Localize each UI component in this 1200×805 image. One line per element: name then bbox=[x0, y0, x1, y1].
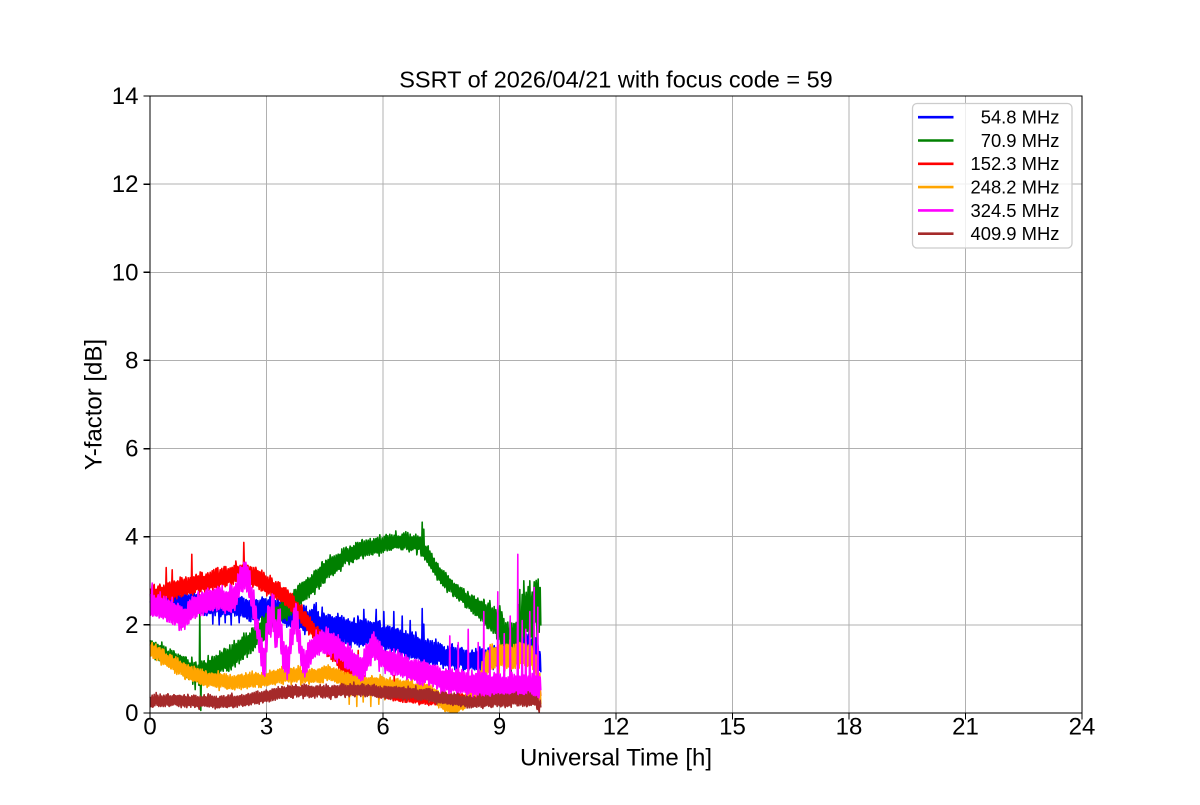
svg-text:Universal Time [h]: Universal Time [h] bbox=[520, 744, 712, 771]
svg-text:8: 8 bbox=[125, 347, 138, 374]
svg-text:4: 4 bbox=[125, 524, 138, 551]
svg-text:2: 2 bbox=[125, 612, 138, 639]
svg-text:6: 6 bbox=[125, 436, 138, 463]
svg-text:248.2 MHz: 248.2 MHz bbox=[971, 177, 1060, 198]
svg-text:SSRT of 2026/04/21 with focus: SSRT of 2026/04/21 with focus code = 59 bbox=[399, 67, 833, 93]
svg-text:70.9 MHz: 70.9 MHz bbox=[971, 130, 1060, 151]
svg-text:409.9 MHz: 409.9 MHz bbox=[971, 223, 1060, 244]
svg-text:24: 24 bbox=[1069, 714, 1096, 741]
svg-text:152.3 MHz: 152.3 MHz bbox=[971, 153, 1060, 174]
svg-text:12: 12 bbox=[603, 714, 630, 741]
svg-text:54.8 MHz: 54.8 MHz bbox=[971, 107, 1060, 128]
svg-text:14: 14 bbox=[112, 83, 139, 110]
svg-text:Y-factor [dB]: Y-factor [dB] bbox=[81, 339, 108, 470]
svg-text:324.5 MHz: 324.5 MHz bbox=[971, 200, 1060, 221]
svg-text:10: 10 bbox=[112, 259, 139, 286]
svg-text:6: 6 bbox=[376, 714, 389, 741]
svg-text:0: 0 bbox=[143, 714, 156, 741]
svg-text:12: 12 bbox=[112, 171, 139, 198]
svg-text:18: 18 bbox=[836, 714, 863, 741]
svg-text:15: 15 bbox=[719, 714, 746, 741]
svg-text:3: 3 bbox=[260, 714, 273, 741]
svg-text:9: 9 bbox=[493, 714, 506, 741]
svg-text:0: 0 bbox=[125, 700, 138, 727]
svg-text:21: 21 bbox=[952, 714, 979, 741]
